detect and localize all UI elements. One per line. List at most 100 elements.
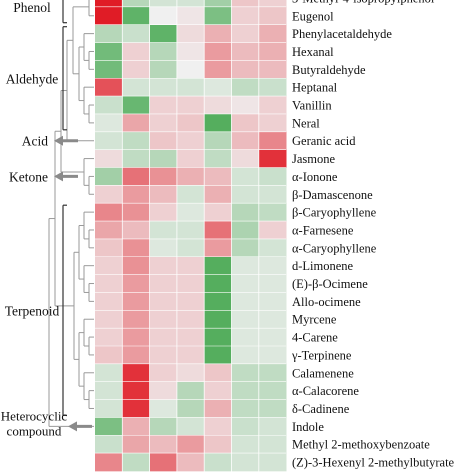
heatmap-cell [176,6,205,26]
row-label: Myrcene [292,313,337,327]
heatmap-cell [122,24,150,43]
heatmap-cell [204,274,232,293]
row-label: Allo-ocimene [292,295,361,309]
row-label: α-Farnesene [292,223,354,237]
row-label: Eugenol [292,9,334,23]
heatmap-cell [149,113,178,133]
heatmap-cell [122,256,150,275]
heatmap-cell [176,274,205,293]
heatmap-cell [176,96,205,115]
heatmap-cell [258,310,287,329]
heatmap-cell [204,221,232,240]
heatmap-cell [231,24,260,43]
heatmap-cell [122,417,150,436]
heatmap-cell [204,310,232,329]
heatmap-cell [231,149,260,168]
heatmap-cell [122,185,150,204]
heatmap-cell [149,292,178,311]
row-label: d-Limonene [292,259,354,273]
heatmap-cell [95,203,123,222]
group-labels: Phenol Aldehyde Acid Ketone Terpenoid Heteroc… [1,0,68,438]
heatmap-cell [149,453,178,472]
heatmap-cell [204,399,232,418]
heatmap-cell [122,435,150,454]
heatmap-cell [122,203,150,222]
heatmap-cell [204,238,232,258]
heatmap-cell [231,381,260,400]
heatmap-cell [95,328,123,347]
heatmap-cell [149,435,178,454]
group-label: Heterocyclic [1,408,68,423]
heatmap-cell [204,292,232,311]
heatmap-cell [176,346,205,365]
heatmap-cell [149,221,178,240]
heatmap-cell [204,435,232,454]
group-label: Phenol [13,0,51,15]
heatmap-cell [149,167,178,186]
heatmap-cell [95,274,123,293]
heatmap-cell [258,203,287,222]
row-label: 4-Carene [292,331,338,345]
heatmap-cell [149,131,178,151]
heatmap-cell [204,417,232,436]
heatmap-cell [95,399,123,418]
heatmap-cell [176,435,205,454]
row-label: (E)-β-Ocimene [292,277,368,291]
heatmap-cell [95,310,123,329]
group-label: Aldehyde [6,71,58,86]
heatmap-cell [149,203,178,222]
heatmap-cell [204,113,232,133]
row-label: β-Caryophyllene [292,206,377,220]
heatmap-cell [176,453,205,472]
heatmap-cell [95,256,123,275]
heatmap-cell [122,221,150,240]
heatmap-cell [231,238,260,258]
heatmap-cell [231,185,260,204]
group-brackets [54,0,92,432]
heatmap-cell [258,363,287,383]
heatmap-cell [231,435,260,454]
heatmap-cell [95,113,123,133]
heatmap-cell [204,381,232,400]
heatmap-cell [204,453,232,472]
heatmap-cell [176,113,205,133]
heatmap-cell [95,435,123,454]
heatmap-cell [231,221,260,240]
heatmap-cell [176,399,205,418]
heatmap-cell [231,60,260,79]
heatmap-cell [231,453,260,472]
heatmap-cell [231,96,260,115]
heatmap-cell [149,185,178,204]
heatmap-cell [176,24,205,43]
heatmap-cell [122,113,150,133]
heatmap-cell [95,453,123,472]
heatmap-cell [149,346,178,365]
group-label: Terpenoid [5,303,60,318]
heatmap-cell [95,24,123,43]
heatmap-cell [149,78,178,97]
heatmap-cell [258,131,287,151]
heatmap-cell [258,149,287,168]
heatmap-cell [122,274,150,293]
row-label: Geranic acid [292,134,356,148]
heatmap-cell [176,381,205,400]
heatmap-cell [122,0,150,8]
heatmap-cell [176,0,205,8]
heatmap-cell [95,60,123,79]
heatmap-cell [95,292,123,311]
heatmap-cell [258,185,287,204]
heatmap-cell [122,346,150,365]
group-arrow-head [54,171,63,182]
row-label: α-Ionone [292,170,338,184]
heatmap-cell [204,256,232,275]
heatmap-cell [176,256,205,275]
heatmap-cell [204,203,232,222]
heatmap-cell [258,24,287,43]
heatmap-cell [204,0,232,8]
heatmap-cell [149,0,178,8]
heatmap-cell [122,60,150,79]
heatmap-cell [231,274,260,293]
heatmap-cell [176,203,205,222]
row-label: (Z)-3-Hexenyl 2-methylbutyrate [292,456,455,470]
heatmap-cell [258,453,287,472]
